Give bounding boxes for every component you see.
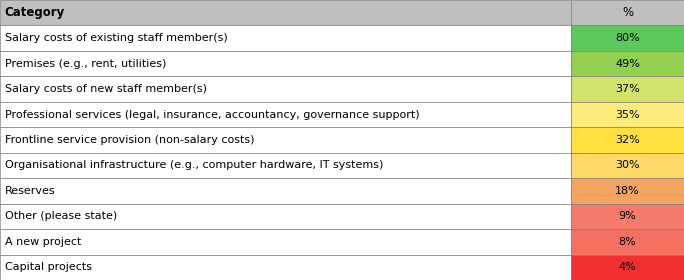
Text: %: % <box>622 6 633 19</box>
Bar <box>571 102 684 127</box>
Bar <box>0 229 571 255</box>
Bar <box>0 153 571 178</box>
Text: Salary costs of existing staff member(s): Salary costs of existing staff member(s) <box>5 33 228 43</box>
Bar <box>571 76 684 102</box>
Bar <box>571 127 684 153</box>
Text: 35%: 35% <box>615 109 640 120</box>
Text: Category: Category <box>5 6 65 19</box>
Bar <box>0 51 571 76</box>
Text: Professional services (legal, insurance, accountancy, governance support): Professional services (legal, insurance,… <box>5 109 419 120</box>
Bar <box>571 204 684 229</box>
Text: 4%: 4% <box>619 262 636 272</box>
Text: Premises (e.g., rent, utilities): Premises (e.g., rent, utilities) <box>5 59 166 69</box>
Bar <box>571 255 684 280</box>
Text: Organisational infrastructure (e.g., computer hardware, IT systems): Organisational infrastructure (e.g., com… <box>5 160 383 171</box>
Bar <box>571 25 684 51</box>
Bar <box>571 0 684 25</box>
Bar <box>0 204 571 229</box>
Bar <box>571 153 684 178</box>
Text: A new project: A new project <box>5 237 81 247</box>
Text: 49%: 49% <box>615 59 640 69</box>
Text: 8%: 8% <box>619 237 636 247</box>
Bar <box>0 0 571 25</box>
Text: Other (please state): Other (please state) <box>5 211 117 221</box>
Text: Reserves: Reserves <box>5 186 55 196</box>
Text: 80%: 80% <box>615 33 640 43</box>
Text: 18%: 18% <box>615 186 640 196</box>
Bar <box>0 102 571 127</box>
Bar <box>0 178 571 204</box>
Bar <box>571 178 684 204</box>
Text: Salary costs of new staff member(s): Salary costs of new staff member(s) <box>5 84 207 94</box>
Text: 37%: 37% <box>615 84 640 94</box>
Bar <box>0 25 571 51</box>
Text: 9%: 9% <box>619 211 636 221</box>
Bar <box>0 127 571 153</box>
Bar <box>0 255 571 280</box>
Bar <box>0 76 571 102</box>
Bar <box>571 229 684 255</box>
Text: 30%: 30% <box>615 160 640 171</box>
Text: Capital projects: Capital projects <box>5 262 92 272</box>
Bar <box>571 51 684 76</box>
Text: Frontline service provision (non-salary costs): Frontline service provision (non-salary … <box>5 135 254 145</box>
Text: 32%: 32% <box>615 135 640 145</box>
